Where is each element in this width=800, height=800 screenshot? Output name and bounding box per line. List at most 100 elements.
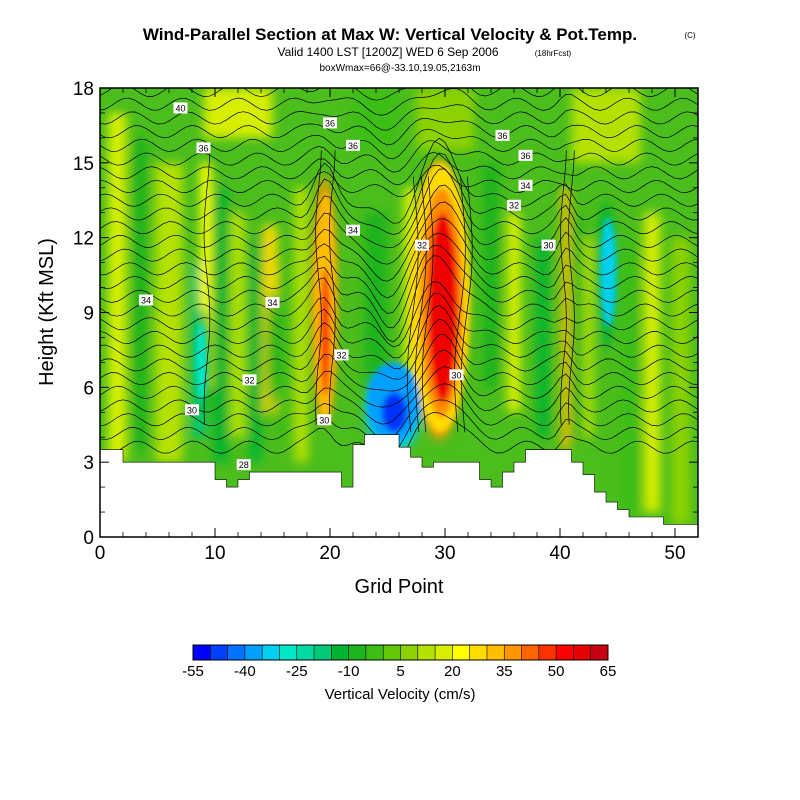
velocity-streak	[200, 162, 212, 388]
theta-contour-line	[100, 118, 698, 146]
contour-label-box	[541, 239, 556, 251]
colorbar-swatch	[452, 645, 470, 660]
velocity-feature-halo	[266, 290, 279, 410]
contour-label-box	[173, 102, 188, 114]
contour-label: 30	[449, 369, 464, 381]
velocity-streak	[278, 262, 290, 438]
y-tick-label: 6	[83, 378, 94, 399]
title-mark: (C)	[684, 31, 695, 40]
y-tick-label: 15	[73, 154, 94, 175]
contour-label-text: 28	[239, 460, 249, 470]
contour-label-box	[185, 404, 199, 416]
y-tick-label: 3	[83, 453, 94, 474]
contour-label: 36	[346, 139, 360, 151]
colorbar-label: Vertical Velocity (cm/s)	[325, 686, 476, 703]
colorbar-swatch	[227, 645, 246, 660]
contour-label: 32	[415, 239, 429, 251]
contour-label-box	[323, 117, 337, 129]
contour-label-box	[242, 374, 257, 386]
contour-label: 30	[185, 404, 199, 416]
colorbar-swatch	[262, 645, 280, 660]
theta-contour-line	[100, 168, 698, 249]
theta-contour-line	[100, 292, 698, 359]
velocity-streak	[573, 212, 581, 438]
theta-contour-line	[560, 150, 567, 425]
theta-contour-line	[100, 104, 698, 131]
colorbar-tick-label: -10	[338, 663, 360, 680]
velocity-streak	[537, 237, 549, 438]
colorbar-tick-label: -25	[286, 663, 308, 680]
colorbar-swatch	[348, 645, 367, 660]
colorbar-frame	[192, 644, 609, 661]
colorbar-swatch	[521, 645, 540, 660]
contour-label: 36	[518, 149, 533, 161]
contour-label-text: 34	[141, 296, 151, 306]
colorbar: -55 -40 -25 -10 5 20 35 50 65	[182, 644, 616, 680]
velocity-streak	[643, 212, 661, 513]
colorbar-swatch	[590, 645, 609, 660]
colorbar-swatch	[331, 645, 349, 660]
theta-contour-line	[100, 366, 698, 425]
colorbar-swatch	[296, 645, 315, 660]
theta-contour-line	[461, 176, 473, 433]
contour-label-box	[518, 179, 533, 191]
velocity-streak	[561, 187, 570, 450]
theta-contour-line	[100, 88, 698, 116]
y-tick-label: 0	[83, 528, 94, 549]
colorbar-swatch	[469, 645, 488, 660]
velocity-streak	[507, 212, 521, 413]
contour-label: 34	[346, 224, 360, 236]
contour-label-text: 40	[175, 103, 185, 113]
contour-label: 32	[334, 349, 349, 361]
theta-contour-line	[100, 334, 698, 392]
colorbar-swatch	[435, 645, 453, 660]
theta-contour-line	[100, 164, 698, 198]
colorbar-swatch	[210, 645, 228, 660]
contour-label: 32	[507, 199, 521, 211]
velocity-streak	[482, 162, 500, 388]
theta-contour-line	[100, 218, 698, 299]
contour-label-box	[334, 349, 349, 361]
velocity-streak	[231, 212, 245, 438]
contour-label: 34	[518, 179, 533, 191]
colorbar-swatch	[314, 645, 332, 660]
velocity-streak	[416, 88, 474, 151]
x-axis-label: Grid Point	[355, 576, 444, 598]
theta-contour-line	[100, 184, 698, 265]
x-tick-label: 0	[95, 543, 106, 564]
colorbar-tick-label: 5	[396, 663, 404, 680]
theta-contour-line	[100, 201, 698, 282]
colorbar-swatch	[383, 645, 401, 660]
contour-label-text: 36	[497, 131, 507, 141]
theta-contour-line	[100, 281, 698, 348]
velocity-streak	[619, 237, 639, 513]
theta-contour-line	[100, 318, 698, 380]
y-tick-label: 18	[73, 79, 94, 100]
theta-contour-line	[100, 304, 698, 370]
contour-label: 36	[196, 142, 211, 154]
contour-label-box	[507, 199, 521, 211]
contour-label: 40	[173, 102, 188, 114]
contour-label-text: 34	[267, 298, 277, 308]
contour-label-text: 32	[417, 241, 427, 251]
theta-contour-line	[329, 150, 336, 425]
contour-label-box	[495, 129, 510, 141]
terrain-mask	[100, 434, 698, 537]
contour-label-text: 30	[319, 415, 329, 425]
velocity-streak	[353, 88, 399, 151]
y-tick-label: 9	[83, 304, 94, 325]
chart-subtitle: Valid 1400 LST [1200Z] WED 6 Sep 2006	[277, 45, 498, 59]
x-tick-label: 40	[549, 543, 570, 564]
colorbar-swatch	[417, 645, 436, 660]
colorbar-swatch	[365, 645, 384, 660]
contour-label: 36	[323, 117, 337, 129]
theta-contour-line	[415, 176, 427, 433]
colorbar-swatch	[279, 645, 298, 660]
colorbar-swatch	[193, 645, 211, 660]
contour-label: 30	[317, 414, 332, 426]
x-tick-label: 10	[204, 543, 225, 564]
chart-title: Wind-Parallel Section at Max W: Vertical…	[143, 25, 637, 44]
theta-contour-line	[100, 349, 698, 408]
